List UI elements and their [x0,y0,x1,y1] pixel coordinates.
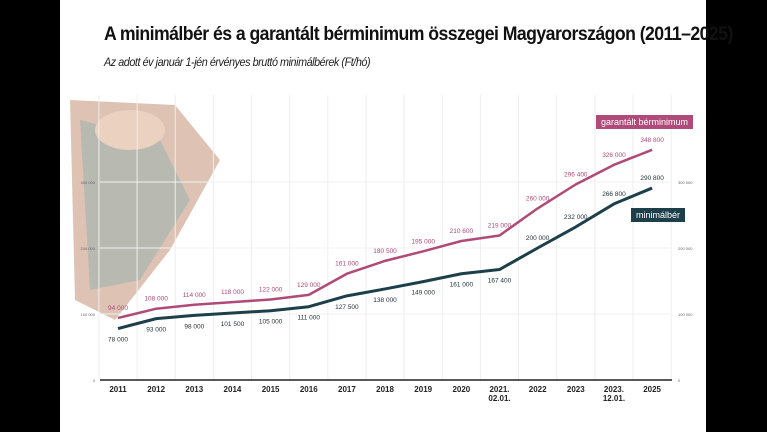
y-tick-label-right: 0 [678,378,681,383]
data-label: 161 000 [450,282,474,289]
data-label: 94 000 [108,305,128,312]
x-tick-label: 2019 [414,385,432,394]
x-tick-label: 2022 [529,385,547,394]
x-tick-label: 2014 [224,385,242,394]
data-label: 101 500 [221,321,245,328]
data-label: 105 000 [259,319,283,326]
x-tick-label: 02.01. [488,394,510,403]
x-tick-label: 2011 [109,385,127,394]
x-tick-label: 2023. [604,385,624,394]
data-label: 219 000 [488,222,512,229]
data-label: 149 000 [411,290,435,297]
x-tick-label: 2017 [338,385,356,394]
data-label: 98 000 [184,323,204,330]
data-label: 167 400 [488,278,512,285]
data-label: 138 000 [373,297,397,304]
banknotes-image [70,100,220,320]
x-tick-label: 2020 [452,385,470,394]
data-label: 260 000 [526,195,550,202]
data-label: 326 000 [602,152,626,159]
y-tick-label-left: 0 [93,378,96,383]
chart-title: A minimálbér és a garantált bérminimum ö… [104,24,733,45]
x-tick-label: 2016 [300,385,318,394]
data-label: 122 000 [259,286,283,293]
series-line-minimalber [117,186,653,330]
data-label: 114 000 [183,292,206,299]
data-label: 266 800 [602,191,626,198]
data-label: 108 000 [144,296,168,303]
data-label: 93 000 [146,327,166,334]
x-tick-label: 2023 [567,385,585,394]
y-tick-label-left: 100 000 [81,312,96,317]
legend-garantalt-berminimum: garantált bérminimum [596,115,694,129]
legend-minimalber: minimálbér [631,208,686,222]
y-tick-label-right: 300 000 [678,180,693,185]
data-label: 210 600 [450,228,474,235]
data-label: 161 000 [335,261,359,268]
x-tick-label: 2013 [185,385,203,394]
x-tick-label: 2021. [489,385,509,394]
y-tick-label-left: 300 000 [81,180,96,185]
y-tick-label-left: 200 000 [81,246,96,251]
x-tick-label: 2018 [376,385,394,394]
data-label: 78 000 [108,337,128,344]
data-label: 118 000 [221,289,244,296]
data-label: 111 000 [297,315,320,322]
x-tick-label: 12.01. [603,394,625,403]
data-label: 296 400 [564,171,588,178]
data-label: 195 000 [411,238,435,245]
data-label: 129 000 [297,282,321,289]
data-label: 232 000 [564,214,588,221]
data-label: 348 800 [640,137,664,144]
data-label: 180 500 [373,248,397,255]
chart-subtitle: Az adott év január 1-jén érvényes bruttó… [104,55,371,69]
y-tick-label-right: 200 000 [678,246,693,251]
series-line-garantalt [117,148,653,320]
data-label: 290 800 [640,175,664,182]
data-label: 200 000 [526,235,550,242]
y-tick-label-right: 100 000 [678,312,693,317]
x-tick-label: 2015 [262,385,280,394]
x-tick-label: 2012 [147,385,165,394]
data-label: 127 500 [335,304,359,311]
x-tick-label: 2025 [643,385,661,394]
